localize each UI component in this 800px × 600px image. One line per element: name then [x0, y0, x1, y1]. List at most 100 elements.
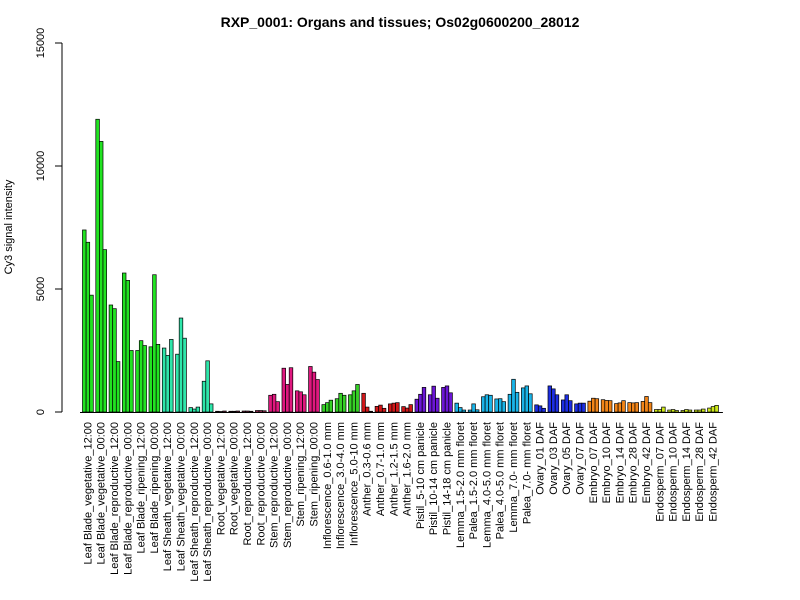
bar	[188, 407, 193, 413]
bar	[554, 394, 560, 413]
bar	[458, 407, 463, 413]
bar	[388, 403, 393, 413]
x-tick-label: Root_vegetative_12:00	[215, 422, 227, 535]
bar	[89, 294, 94, 413]
bar	[604, 400, 609, 413]
bar	[481, 396, 486, 413]
x-tick-label: Lemma_4.0-5.0 mm floret	[481, 422, 493, 548]
x-tick-label: Inflorescence_0.6-1.0 mm	[322, 422, 334, 549]
x-tick-label: Leaf Blade_reproductive_00:00	[122, 422, 134, 575]
bar	[378, 404, 383, 413]
bar	[288, 367, 294, 413]
x-axis-ticks: Leaf Blade_vegetative_12:00 Leaf Blade_ve…	[82, 422, 719, 582]
bar	[355, 384, 360, 413]
bar	[209, 403, 214, 413]
bar	[684, 409, 689, 413]
x-tick-label: Palea_4.0-5.0 mm floret	[495, 422, 507, 539]
bar	[368, 410, 373, 413]
bar	[534, 404, 539, 413]
bar	[654, 409, 659, 413]
bar	[431, 385, 436, 413]
bar	[285, 384, 290, 413]
bar	[564, 394, 569, 413]
bar	[391, 402, 396, 413]
x-tick-label: Stem_reproductive_12:00	[269, 422, 281, 548]
bar	[594, 398, 600, 413]
x-tick-label: Embryo_10 DAF	[601, 422, 613, 504]
bar	[122, 272, 127, 413]
bar	[701, 408, 706, 413]
bar	[600, 399, 606, 413]
x-tick-label: Anther_1.2-1.5 mm	[388, 422, 400, 516]
bar	[501, 401, 506, 413]
bar	[348, 394, 353, 413]
x-tick-label: Root_reproductive_00:00	[255, 422, 267, 546]
y-axis-label: Cy3 signal intensity	[3, 179, 15, 274]
bar	[182, 337, 187, 413]
y-tick-label: 5000	[35, 277, 47, 301]
bar	[148, 346, 153, 413]
bar	[152, 274, 157, 413]
bar	[621, 400, 626, 413]
bar	[115, 361, 121, 413]
bar	[328, 399, 334, 413]
bar	[262, 410, 267, 413]
bar	[644, 396, 649, 413]
bar	[298, 391, 303, 413]
x-tick-label: Embryo_28 DAF	[628, 422, 640, 504]
bar	[524, 385, 529, 413]
bar	[342, 394, 347, 413]
bar	[408, 404, 413, 413]
bar	[351, 390, 357, 413]
bar	[268, 394, 273, 413]
bar	[551, 388, 556, 413]
bar	[205, 360, 210, 413]
x-tick-label: Pistil_5-10 cm panicle	[415, 422, 427, 529]
x-tick-label: Endosperm_10 DAF	[668, 422, 680, 522]
bar	[537, 405, 543, 413]
x-tick-label: Root_vegetative_00:00	[229, 422, 241, 535]
bar	[165, 355, 170, 413]
y-tick-label: 0	[35, 409, 47, 415]
bar	[201, 380, 207, 413]
bar	[634, 402, 639, 413]
bar	[608, 400, 613, 413]
bar	[467, 409, 473, 413]
bar	[627, 402, 632, 413]
bar	[657, 409, 662, 413]
x-tick-label: Endosperm_28 DAF	[694, 422, 706, 522]
bar	[661, 406, 666, 413]
bar	[374, 405, 380, 413]
x-tick-label: Leaf Blade_vegetative_12:00	[82, 422, 94, 565]
bar	[321, 404, 326, 413]
bar	[404, 407, 410, 413]
x-tick-label: Embryo_14 DAF	[614, 422, 626, 504]
bar	[311, 371, 317, 413]
bar	[614, 403, 619, 413]
bar	[414, 398, 419, 413]
x-tick-label: Palea_1.5-2.0 mm floret	[468, 422, 480, 539]
bar	[631, 402, 636, 413]
bar	[687, 409, 693, 413]
bar	[498, 398, 503, 413]
bar	[315, 379, 320, 413]
bar	[461, 409, 467, 413]
x-tick-label: Pistil_14-18 cm panicle	[442, 422, 454, 535]
x-tick-label: Leaf Sheath_reproductive_12:00	[189, 422, 201, 582]
bar	[507, 393, 513, 413]
bar	[514, 391, 520, 413]
x-tick-label: Endosperm_14 DAF	[681, 422, 693, 522]
bar	[245, 410, 250, 413]
bar	[581, 402, 586, 413]
x-tick-label: Leaf Blade_ripening_00:00	[149, 422, 161, 554]
x-tick-label: Leaf Blade_ripening_12:00	[136, 422, 148, 554]
bar	[112, 308, 117, 413]
bar	[710, 406, 716, 413]
bar	[448, 392, 453, 413]
bar	[275, 401, 280, 413]
bar	[454, 402, 459, 413]
bar	[667, 409, 672, 413]
bar	[361, 392, 366, 413]
bars	[82, 118, 719, 413]
